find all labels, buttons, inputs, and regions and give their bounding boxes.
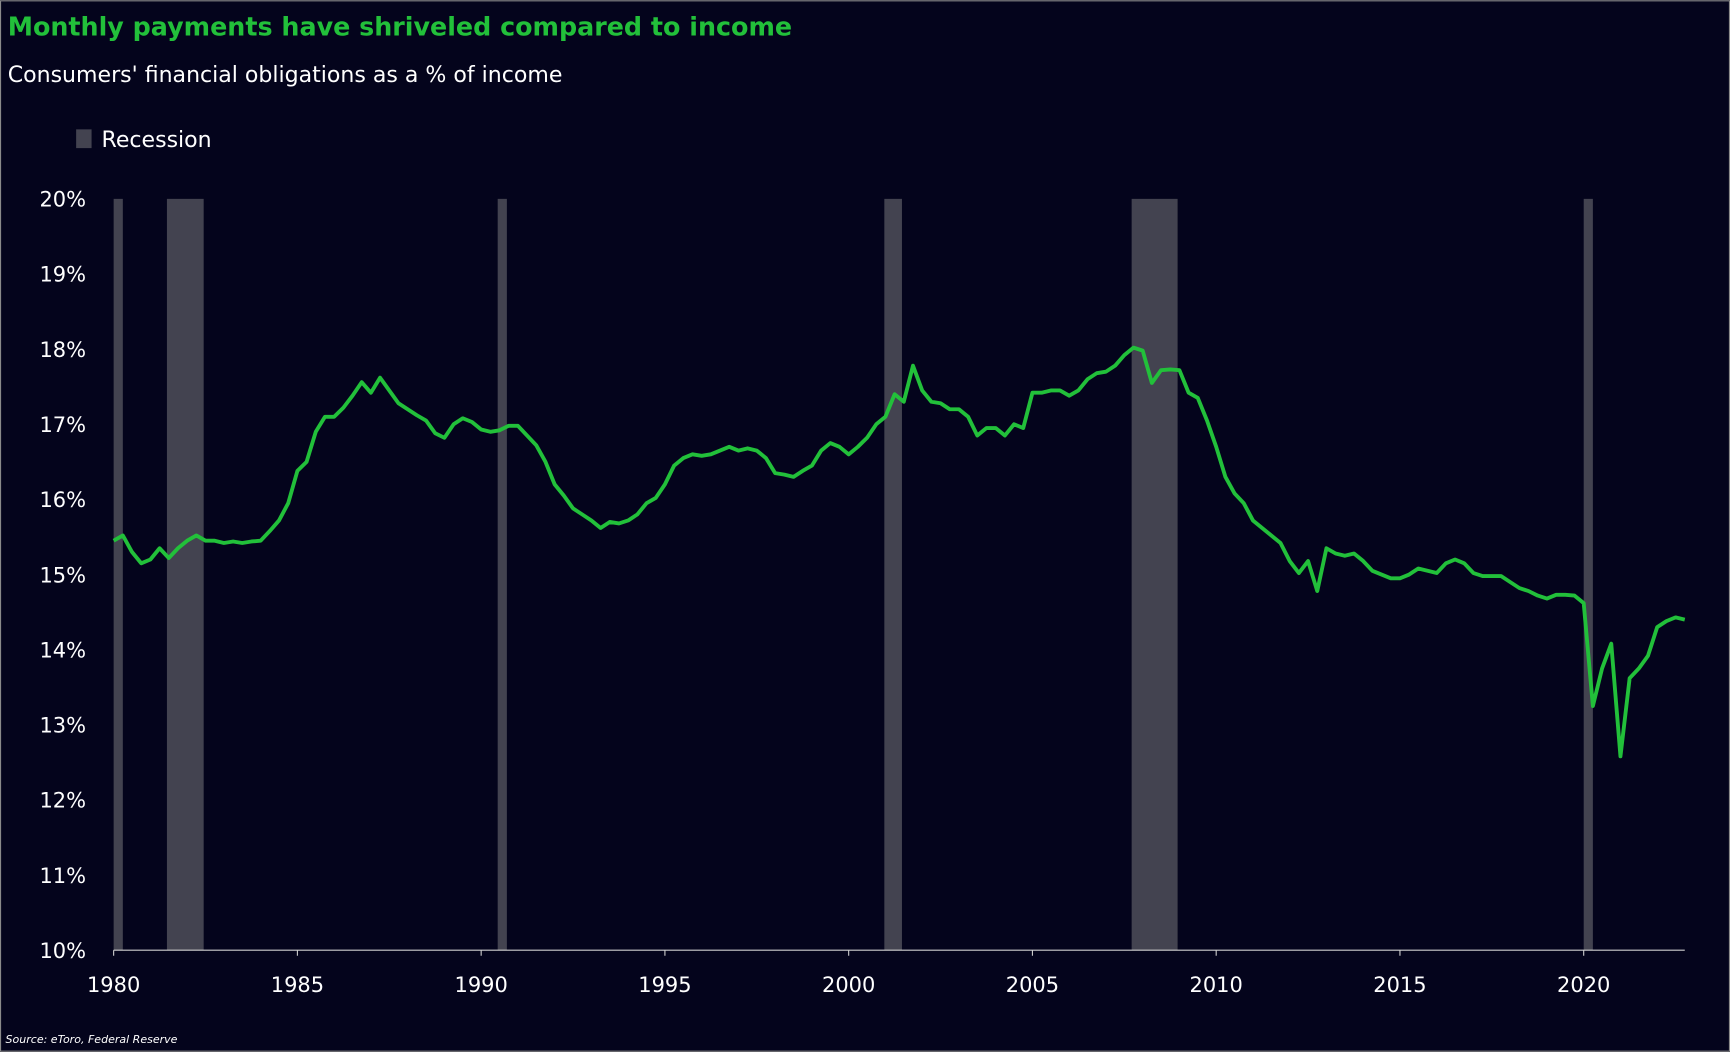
x-tick-label: 2005 [1006, 973, 1059, 997]
x-tick-label: 1985 [271, 973, 324, 997]
y-tick-label: 19% [39, 263, 86, 287]
y-tick-label: 10% [39, 939, 86, 963]
y-tick-label: 16% [39, 488, 86, 512]
x-tick-label: 2010 [1190, 973, 1243, 997]
recession-band [1131, 198, 1178, 951]
y-tick-label: 20% [39, 188, 86, 212]
y-tick-label: 11% [39, 864, 86, 888]
x-tick-label: 1990 [454, 973, 507, 997]
y-tick-label: 15% [39, 563, 86, 587]
recession-band [113, 198, 123, 951]
x-tick-label: 2000 [822, 973, 875, 997]
recession-band [497, 198, 507, 951]
y-tick-label: 13% [39, 714, 86, 738]
y-tick-label: 18% [39, 338, 86, 362]
x-tick-label: 2015 [1373, 973, 1426, 997]
recession-band [884, 198, 902, 951]
recession-band [166, 198, 204, 951]
legend-label: Recession [102, 128, 212, 153]
x-tick-label: 2020 [1557, 973, 1610, 997]
data-line [112, 345, 1686, 759]
recession-band [1583, 198, 1593, 951]
chart-subtitle: Consumers' financial obligations as a % … [8, 63, 563, 88]
y-tick-label: 17% [39, 413, 86, 437]
source: Source: eToro, Federal Reserve [6, 1033, 178, 1046]
x-tick-label: 1995 [638, 973, 691, 997]
x-tick-label: 1980 [87, 973, 140, 997]
y-tick-label: 14% [39, 638, 86, 662]
y-tick-label: 12% [39, 789, 86, 813]
legend-swatch [76, 129, 92, 149]
chart-title: Monthly payments have shriveled compared… [8, 12, 792, 42]
